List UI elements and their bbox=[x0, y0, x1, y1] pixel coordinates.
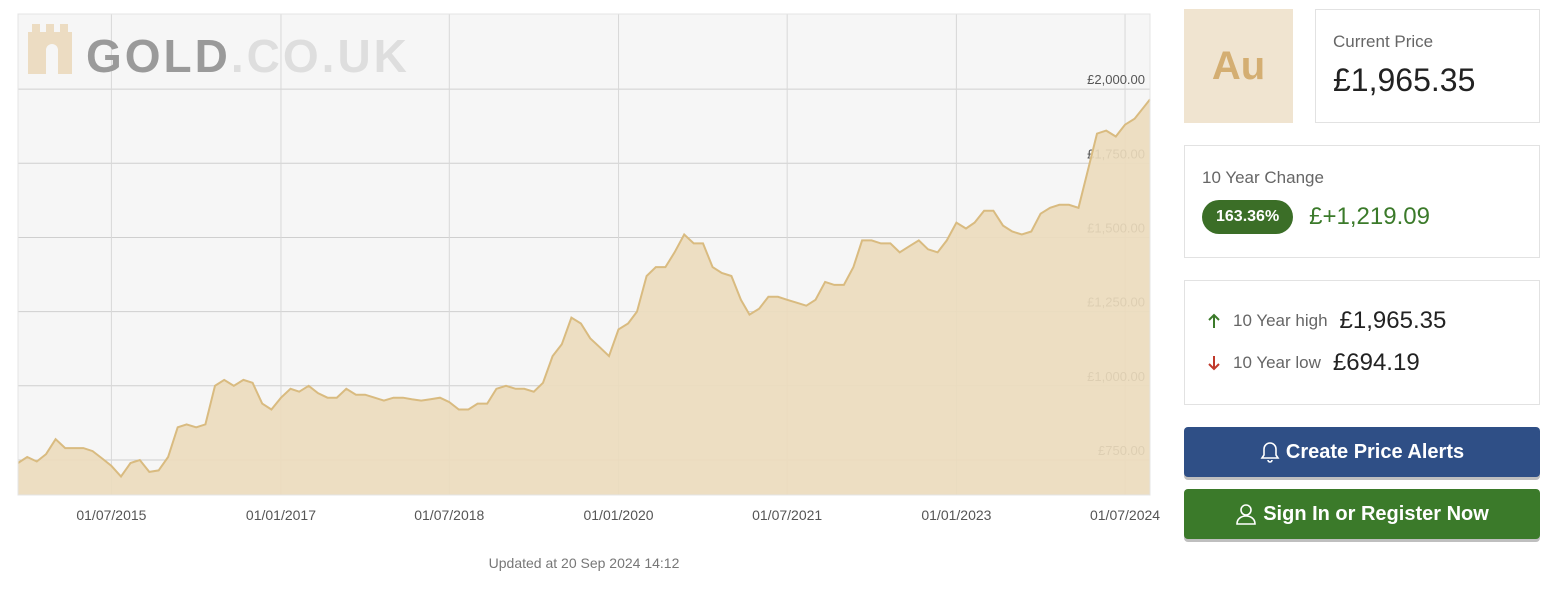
low-value: £694.19 bbox=[1332, 349, 1420, 376]
x-tick-label: 01/07/2024 bbox=[1090, 507, 1160, 523]
x-tick-label: 01/07/2018 bbox=[414, 507, 484, 523]
logo-text: GOLD.CO.UK bbox=[86, 30, 410, 82]
x-tick-label: 01/01/2023 bbox=[921, 507, 991, 523]
symbol-box: Au bbox=[1184, 9, 1293, 123]
change-row: 163.36% £+1,219.09 bbox=[1202, 200, 1522, 234]
high-label: 10 Year high bbox=[1233, 311, 1328, 330]
bell-icon bbox=[1260, 442, 1280, 463]
logo-name: GOLD bbox=[86, 30, 231, 82]
up-arrow bbox=[1208, 313, 1220, 328]
signin-label: Sign In or Register Now bbox=[1263, 502, 1489, 525]
alerts-label: Create Price Alerts bbox=[1285, 440, 1465, 463]
signin-button[interactable]: Sign In or Register Now bbox=[1184, 489, 1540, 539]
price: £1,965.35 bbox=[1333, 62, 1476, 98]
price-label: Current Price bbox=[1333, 32, 1434, 51]
high-row: 10 Year high £1,965.35 bbox=[1207, 307, 1517, 335]
x-tick-label: 01/01/2020 bbox=[583, 507, 653, 523]
logo: GOLD.CO.UK bbox=[28, 24, 410, 82]
alerts-button[interactable]: Create Price Alerts bbox=[1184, 427, 1540, 477]
price-line bbox=[17, 98, 1151, 479]
logo-icon bbox=[28, 24, 72, 74]
symbol: Au bbox=[1211, 43, 1266, 88]
change-label: 10 Year Change bbox=[1202, 168, 1324, 187]
change-box: 10 Year Change 163.36% £+1,219.09 bbox=[1184, 145, 1540, 258]
x-tick-label: 01/07/2021 bbox=[752, 507, 822, 523]
user-icon bbox=[1236, 504, 1257, 525]
price-box: Current Price £1,965.35 bbox=[1315, 9, 1540, 123]
chart: GOLD.CO.UK Updated at 20 Sep 2024 14:12 … bbox=[17, 13, 1160, 571]
updated-text: Updated at 20 Sep 2024 14:12 bbox=[489, 555, 680, 571]
change-amount: £+1,219.09 bbox=[1309, 203, 1430, 230]
y-tick-label: £2,000.00 bbox=[1087, 72, 1145, 87]
area-fill bbox=[18, 99, 1150, 496]
low-label: 10 Year low bbox=[1233, 353, 1321, 372]
x-tick-label: 01/01/2017 bbox=[246, 507, 316, 523]
down-arrow bbox=[1208, 356, 1220, 371]
logo-suffix: .CO.UK bbox=[231, 30, 410, 82]
high-value: £1,965.35 bbox=[1339, 307, 1447, 334]
change-percent: 163.36% bbox=[1202, 200, 1294, 234]
x-tick-label: 01/07/2015 bbox=[76, 507, 146, 523]
plot-border bbox=[17, 13, 1151, 496]
low-row: 10 Year low £694.19 bbox=[1207, 349, 1517, 377]
range-box: 10 Year high £1,965.35 10 Year low £694.… bbox=[1184, 280, 1540, 405]
